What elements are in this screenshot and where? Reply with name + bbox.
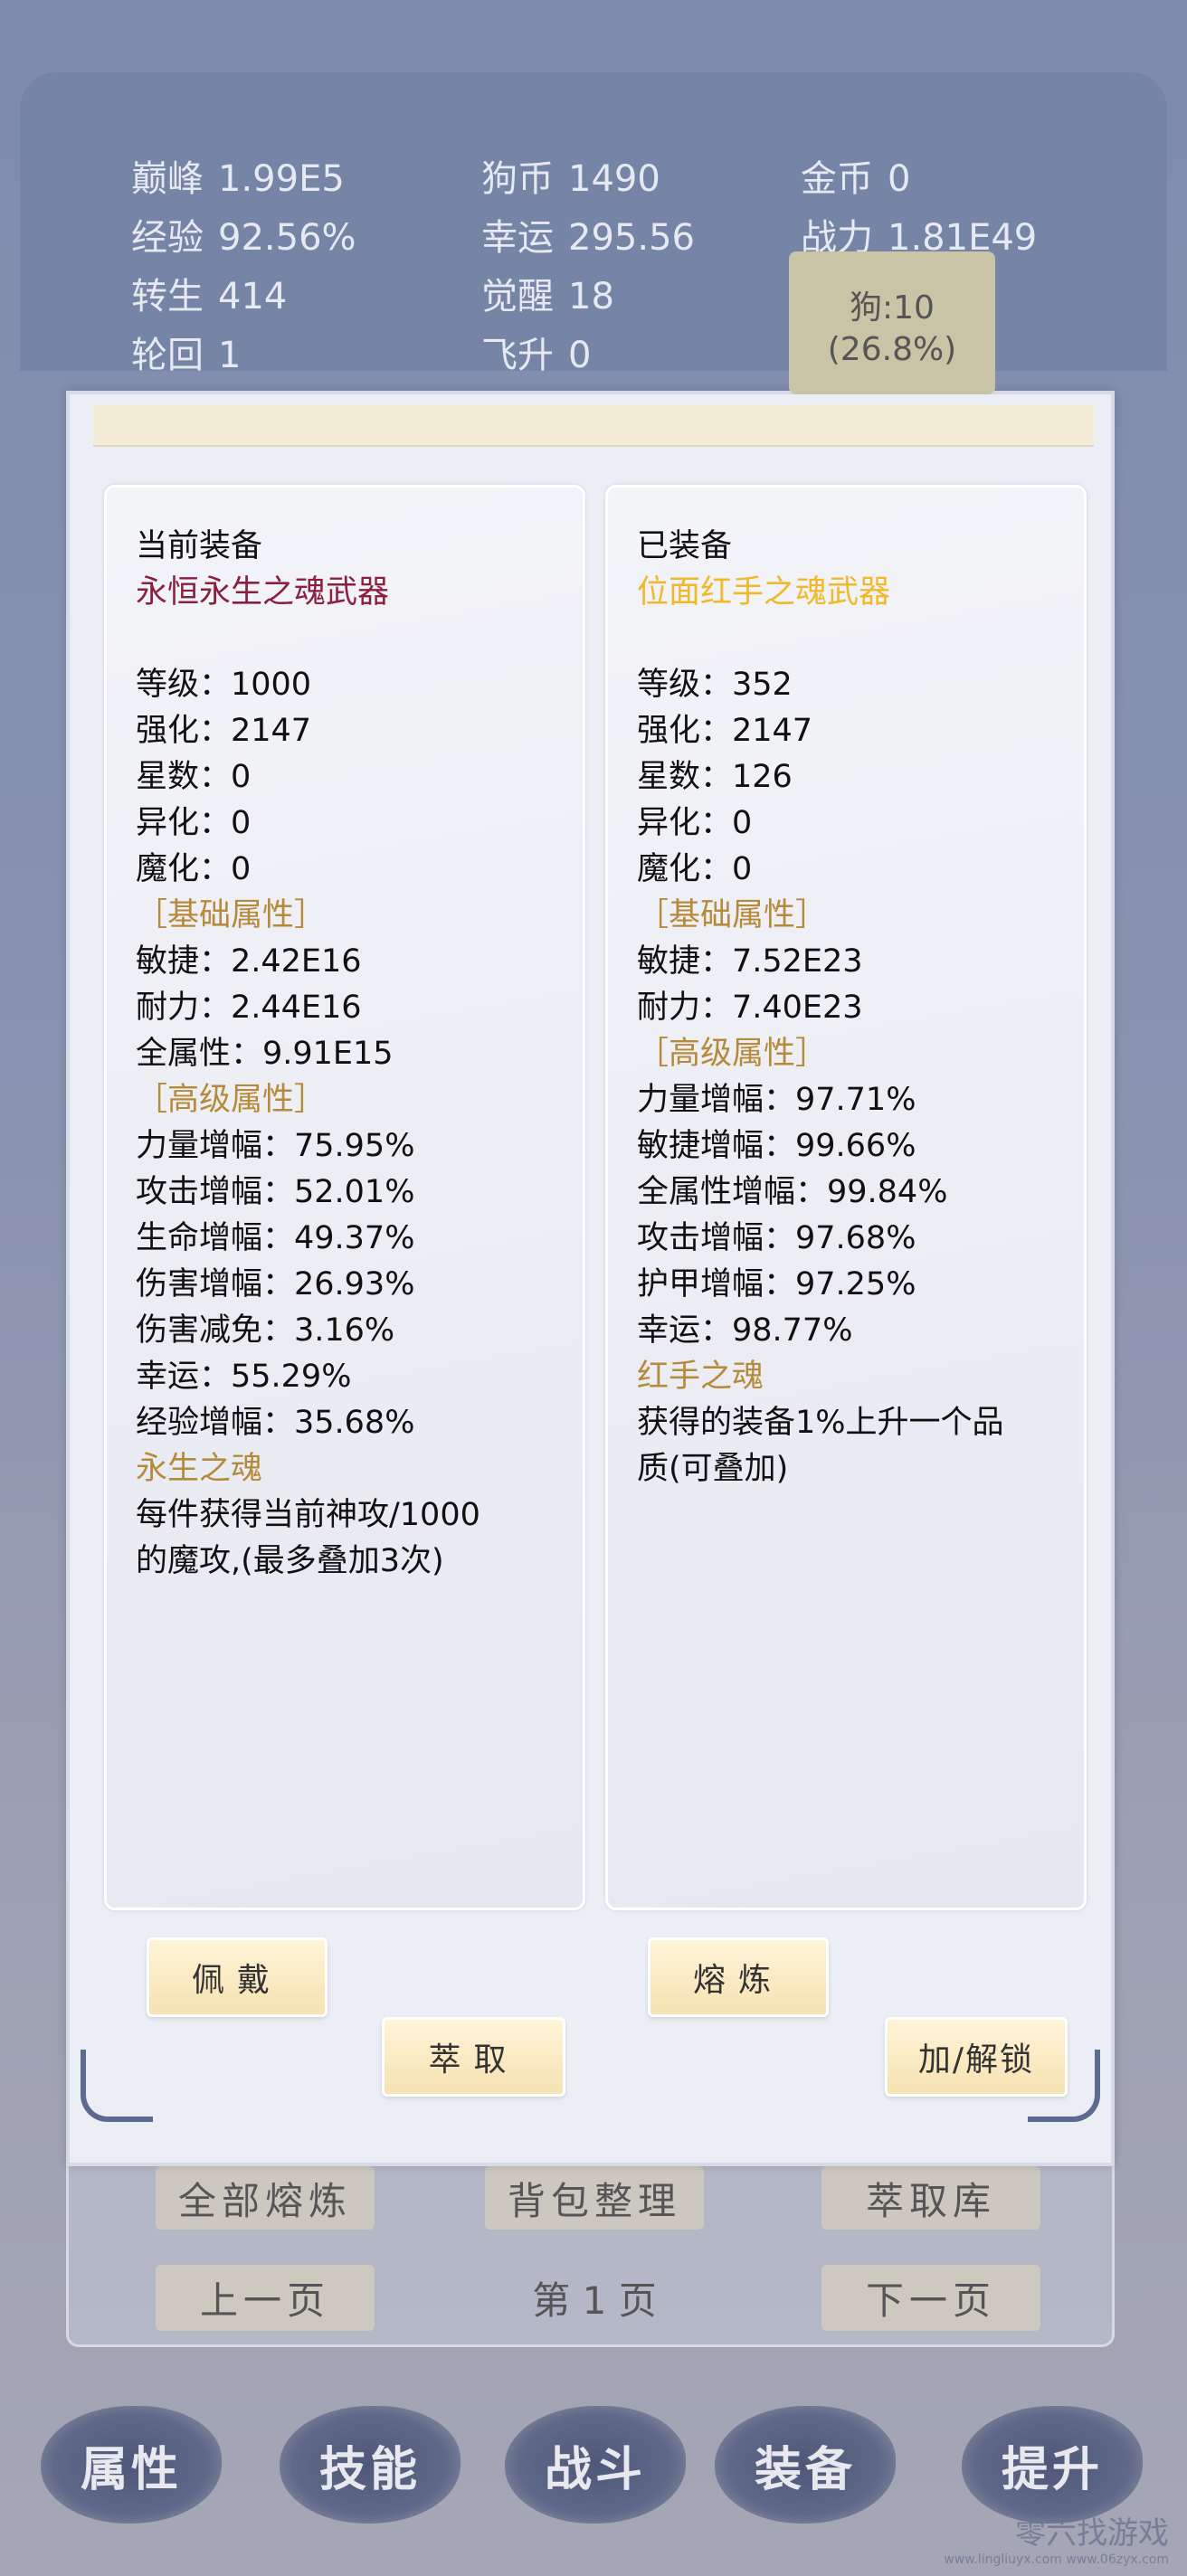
attribute-line: 耐力：2.44E16 [136, 990, 362, 1026]
attribute-line: 敏捷：2.42E16 [136, 943, 362, 980]
stat-item: 巅峰 1.99E5 [131, 149, 345, 202]
dog-percent: (26.8%) [827, 331, 957, 368]
stat-label: 觉醒 [481, 276, 554, 317]
section-header: ［基础属性］ [637, 897, 828, 933]
attribute-line: 的魔攻,(最多叠加3次) [136, 1543, 444, 1579]
card-heading: 已装备 [637, 528, 733, 564]
stat-value: 0 [888, 158, 911, 200]
attribute-line: 攻击增幅：97.68% [637, 1220, 916, 1256]
dialog-header-strip [93, 405, 1094, 447]
page-indicator: 第 1 页 [532, 2278, 657, 2323]
stat-value: 414 [218, 276, 288, 317]
corner-ornament-icon [81, 2050, 153, 2122]
stat-item: 幸运 295.56 [481, 208, 695, 260]
attribute-line: 强化：2147 [637, 713, 813, 749]
attribute-line: 耐力：7.40E23 [637, 990, 863, 1026]
nav-upgrade[interactable]: 提升 [962, 2406, 1143, 2524]
attribute-line: 星数：0 [136, 759, 252, 795]
stat-item: 狗币 1490 [481, 149, 660, 202]
smelt-all-button[interactable]: 全部熔炼 [156, 2166, 375, 2230]
attribute-line: 异化：0 [136, 805, 252, 841]
equipped-equipment-card: 已装备位面红手之魂武器 等级：352 强化：2147 星数：126 异化：0 魔化：0 ［基… [605, 485, 1087, 1910]
stat-value: 1 [218, 335, 242, 376]
attribute-line: 攻击增幅：52.01% [136, 1174, 415, 1210]
attribute-line: 强化：2147 [136, 713, 312, 749]
section-header: 永生之魂 [136, 1451, 263, 1487]
attribute-line: 等级：1000 [136, 667, 312, 703]
section-header: 红手之魂 [637, 1359, 764, 1395]
sort-bag-button[interactable]: 背包整理 [485, 2166, 704, 2230]
attribute-line: 全属性：9.91E15 [136, 1036, 394, 1072]
stat-label: 狗币 [481, 158, 554, 200]
attribute-line: 力量增幅：97.71% [637, 1082, 916, 1118]
stat-value: 1490 [568, 158, 660, 200]
attribute-line: 星数：126 [637, 759, 793, 795]
dog-pet-box[interactable]: 狗:10 (26.8%) [789, 251, 995, 394]
smelt-button[interactable]: 熔炼 [648, 1937, 829, 2017]
item-name: 位面红手之魂武器 [637, 574, 891, 611]
attribute-line: 敏捷增幅：99.66% [637, 1128, 916, 1164]
watermark-url: www.lingliuyx.com www.06zyx.com [944, 2552, 1169, 2567]
stat-item: 经验 92.56% [131, 208, 356, 260]
nav-battle[interactable]: 战斗 [505, 2406, 686, 2524]
stat-item: 飞升 0 [481, 326, 591, 378]
prev-page-button[interactable]: 上一页 [156, 2265, 375, 2331]
attribute-line: 敏捷：7.52E23 [637, 943, 863, 980]
nav-skills[interactable]: 技能 [280, 2406, 461, 2524]
attribute-line: 质(可叠加) [637, 1451, 789, 1487]
spacer [136, 616, 583, 662]
extract-library-button[interactable]: 萃取库 [821, 2166, 1040, 2230]
watermark-logo: 零六找游戏 www.lingliuyx.com www.06zyx.com [944, 2508, 1169, 2567]
lock-unlock-button[interactable]: 加/解锁 [885, 2017, 1068, 2097]
attribute-line: 经验增幅：35.68% [136, 1405, 415, 1441]
card-heading: 当前装备 [136, 528, 263, 564]
stat-item: 转生 414 [131, 267, 287, 319]
stat-label: 经验 [131, 217, 204, 259]
attribute-line: 伤害增幅：26.93% [136, 1266, 415, 1302]
stat-label: 轮回 [131, 335, 204, 376]
spacer [637, 616, 1084, 662]
stat-label: 转生 [131, 276, 204, 317]
attribute-line: 幸运：98.77% [637, 1312, 853, 1349]
attribute-line: 幸运：55.29% [136, 1359, 352, 1395]
stat-value: 18 [568, 276, 614, 317]
watermark-name: 零六找游戏 [1015, 2515, 1169, 2552]
next-page-button[interactable]: 下一页 [821, 2265, 1040, 2331]
attribute-line: 获得的装备1%上升一个品 [637, 1405, 1004, 1441]
extract-button[interactable]: 萃取 [382, 2017, 565, 2097]
stat-label: 金币 [801, 158, 873, 200]
stat-label: 幸运 [481, 217, 554, 259]
stat-item: 轮回 1 [131, 326, 241, 378]
attribute-line: 生命增幅：49.37% [136, 1220, 415, 1256]
attribute-line: 伤害减免：3.16% [136, 1312, 395, 1349]
stat-value: 295.56 [568, 217, 695, 259]
attribute-line: 等级：352 [637, 667, 793, 703]
stat-label: 飞升 [481, 335, 554, 376]
current-equipment-card: 当前装备永恒永生之魂武器 等级：1000 强化：2147 星数：0 异化：0 魔化：0 ［基… [104, 485, 585, 1910]
nav-equipment[interactable]: 装备 [715, 2406, 896, 2524]
section-header: ［高级属性］ [136, 1082, 327, 1118]
stat-label: 巅峰 [131, 158, 204, 200]
stat-item: 金币 0 [801, 149, 910, 202]
attribute-line: 魔化：0 [136, 851, 252, 887]
corner-ornament-icon [1028, 2050, 1100, 2122]
attribute-line: 力量增幅：75.95% [136, 1128, 415, 1164]
attribute-line: 异化：0 [637, 805, 753, 841]
dog-level: 狗:10 [850, 289, 935, 327]
attribute-line: 每件获得当前神攻/1000 [136, 1497, 480, 1533]
stat-value: 0 [568, 335, 592, 376]
item-name: 永恒永生之魂武器 [136, 574, 390, 611]
section-header: ［基础属性］ [136, 897, 327, 933]
wear-button[interactable]: 佩戴 [147, 1937, 328, 2017]
stat-item: 觉醒 18 [481, 267, 614, 319]
attribute-line: 护甲增幅：97.25% [637, 1266, 916, 1302]
section-header: ［高级属性］ [637, 1036, 828, 1072]
attribute-line: 魔化：0 [637, 851, 753, 887]
nav-attributes[interactable]: 属性 [41, 2406, 222, 2524]
attribute-line: 全属性增幅：99.84% [637, 1174, 948, 1210]
stat-value: 1.99E5 [218, 158, 345, 200]
equipment-compare-dialog: 当前装备永恒永生之魂武器 等级：1000 强化：2147 星数：0 异化：0 魔化：0 ［基… [66, 391, 1115, 2166]
stat-value: 92.56% [218, 217, 356, 259]
